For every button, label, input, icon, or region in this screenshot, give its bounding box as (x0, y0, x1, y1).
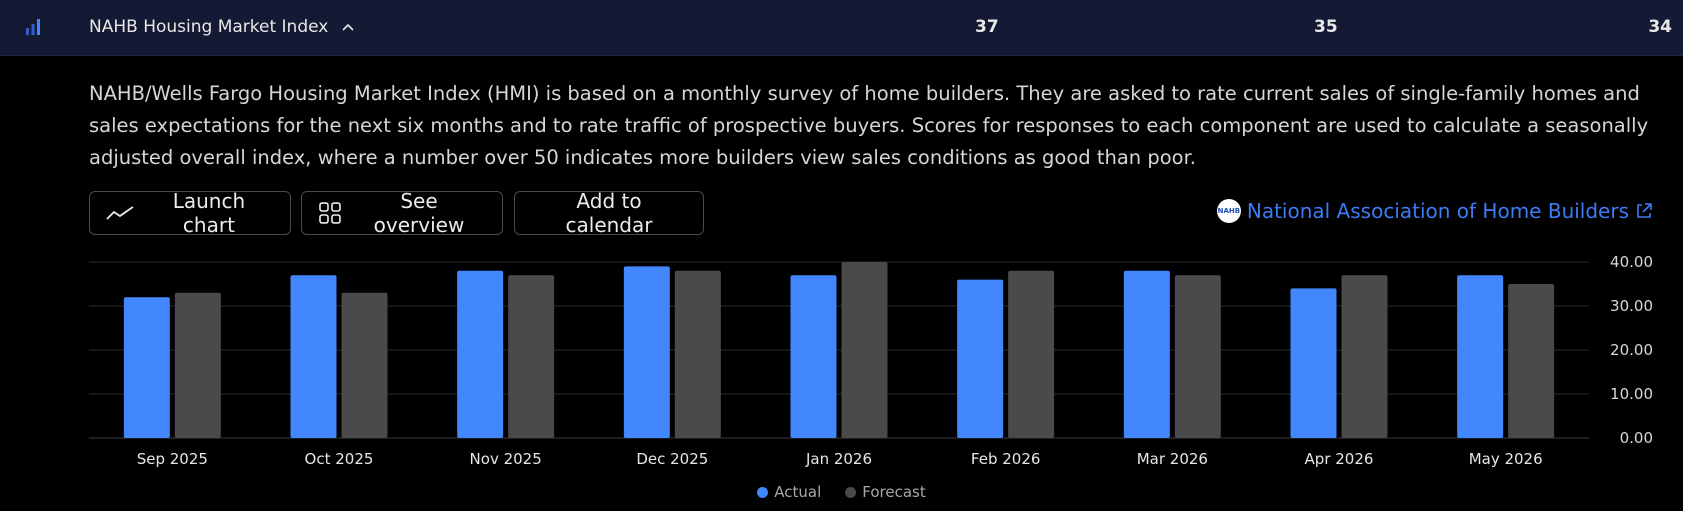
indicator-title-text: NAHB Housing Market Index (89, 17, 329, 37)
add-to-calendar-label: Add to calendar (565, 189, 653, 237)
bar-forecast[interactable] (1341, 275, 1388, 438)
nahb-logo: NAHB (1216, 199, 1241, 223)
bar-forecast[interactable] (1008, 270, 1055, 438)
bar-forecast[interactable] (1508, 284, 1555, 438)
bar-forecast[interactable] (508, 275, 555, 438)
line-chart-icon (106, 206, 134, 220)
chevron-up-icon[interactable] (342, 23, 354, 31)
bar-forecast[interactable] (1174, 275, 1221, 438)
y-tick-label: 0.00 (1620, 429, 1653, 447)
legend-forecast-label: Forecast (862, 483, 926, 501)
x-tick-label: Feb 2026 (971, 450, 1041, 468)
bar-actual[interactable] (290, 275, 337, 438)
bar-actual[interactable] (790, 275, 837, 438)
y-tick-label: 40.00 (1610, 253, 1653, 271)
legend-actual-dot (757, 486, 769, 498)
forecast-value: 35 (1314, 17, 1338, 37)
y-tick-label: 30.00 (1610, 297, 1653, 315)
bar-actual[interactable] (1457, 275, 1504, 438)
actual-value: 37 (975, 17, 999, 37)
nahb-logo-text: NAHB (1217, 207, 1241, 215)
bar-actual[interactable] (457, 270, 504, 438)
legend-actual-label: Actual (774, 483, 822, 501)
bar-chart: 0.00 10.00 20.00 30.00 40.00 Sep 2025 Oct 2025… (89, 253, 1653, 468)
see-overview-button[interactable]: See overview (301, 189, 503, 237)
y-tick-label: 10.00 (1610, 385, 1653, 403)
bar-actual[interactable] (123, 297, 170, 438)
launch-chart-label: Launch chart (172, 189, 246, 237)
indicator-row[interactable]: NAHB Housing Market Index 37 35 34 (0, 0, 1683, 56)
x-tick-label: Nov 2025 (470, 450, 542, 468)
grid-icon (319, 202, 341, 224)
x-tick-label: May 2026 (1469, 450, 1543, 468)
external-link-icon (1637, 203, 1652, 218)
legend-forecast[interactable]: Forecast (845, 483, 926, 501)
x-tick-label: Dec 2025 (636, 450, 708, 468)
x-tick-label: Sep 2025 (137, 450, 208, 468)
source-link-label: National Association of Home Builders (1246, 199, 1629, 223)
x-tick-label: Oct 2025 (305, 450, 374, 468)
bar-forecast[interactable] (341, 292, 388, 438)
legend-forecast-dot (845, 486, 857, 498)
prior-value: 34 (1648, 17, 1672, 37)
bar-forecast[interactable] (174, 292, 221, 438)
bar-actual[interactable] (1290, 288, 1337, 438)
x-tick-label: Apr 2026 (1305, 450, 1374, 468)
see-overview-label: See overview (373, 189, 465, 237)
x-tick-label: Jan 2026 (805, 450, 872, 468)
bar-actual[interactable] (1123, 270, 1170, 438)
launch-chart-button[interactable]: Launch chart (89, 189, 291, 237)
bar-actual[interactable] (957, 279, 1004, 438)
legend-actual[interactable]: Actual (757, 483, 821, 501)
chart-legend: Actual Forecast (0, 483, 1683, 501)
bar-actual[interactable] (623, 266, 670, 438)
bar-forecast[interactable] (841, 262, 888, 438)
add-to-calendar-button[interactable]: Add to calendar (514, 189, 704, 237)
x-tick-label: Mar 2026 (1137, 450, 1208, 468)
bar-chart-icon (26, 19, 40, 35)
bar-forecast[interactable] (674, 270, 721, 438)
indicator-title[interactable]: NAHB Housing Market Index (89, 17, 354, 37)
y-tick-label: 20.00 (1610, 341, 1653, 359)
source-link[interactable]: NAHB National Association of Home Builde… (1216, 199, 1653, 223)
indicator-description: NAHB/Wells Fargo Housing Market Index (H… (89, 82, 1649, 169)
